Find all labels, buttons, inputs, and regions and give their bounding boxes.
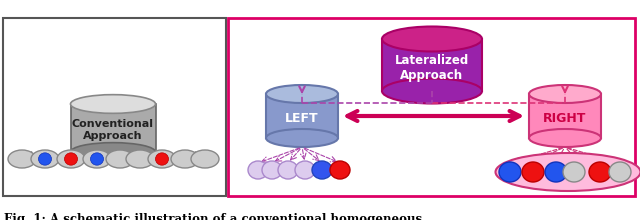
Ellipse shape [38,153,51,165]
Ellipse shape [278,161,298,179]
Ellipse shape [262,161,282,179]
Ellipse shape [312,161,332,179]
Ellipse shape [266,85,338,103]
FancyBboxPatch shape [529,94,601,138]
FancyBboxPatch shape [382,39,482,91]
Ellipse shape [31,150,59,168]
Text: Fig. 1: A schematic illustration of a conventional homogeneous: Fig. 1: A schematic illustration of a co… [4,213,422,220]
Ellipse shape [70,143,156,161]
Ellipse shape [248,161,268,179]
Ellipse shape [295,161,315,179]
Ellipse shape [191,150,219,168]
Ellipse shape [126,150,154,168]
FancyBboxPatch shape [266,94,338,138]
Ellipse shape [171,150,199,168]
Ellipse shape [589,162,611,182]
Ellipse shape [156,153,168,165]
Text: Lateralized
Approach: Lateralized Approach [395,54,469,82]
Ellipse shape [106,150,134,168]
Ellipse shape [266,129,338,147]
Ellipse shape [83,150,111,168]
Ellipse shape [522,162,544,182]
FancyBboxPatch shape [70,104,156,152]
Ellipse shape [90,153,104,165]
Ellipse shape [70,95,156,113]
FancyBboxPatch shape [228,18,635,196]
Text: RIGHT: RIGHT [543,112,587,125]
Ellipse shape [563,162,585,182]
Ellipse shape [499,162,521,182]
Ellipse shape [330,161,350,179]
Ellipse shape [529,85,601,103]
Ellipse shape [382,79,482,103]
Text: Conventional
Approach: Conventional Approach [72,119,154,141]
FancyBboxPatch shape [3,18,226,196]
Ellipse shape [609,162,631,182]
Ellipse shape [8,150,36,168]
Ellipse shape [382,26,482,51]
Text: LEFT: LEFT [285,112,319,125]
Ellipse shape [529,129,601,147]
Ellipse shape [495,153,640,191]
Ellipse shape [65,153,77,165]
Ellipse shape [148,150,176,168]
Ellipse shape [545,162,567,182]
Ellipse shape [57,150,85,168]
